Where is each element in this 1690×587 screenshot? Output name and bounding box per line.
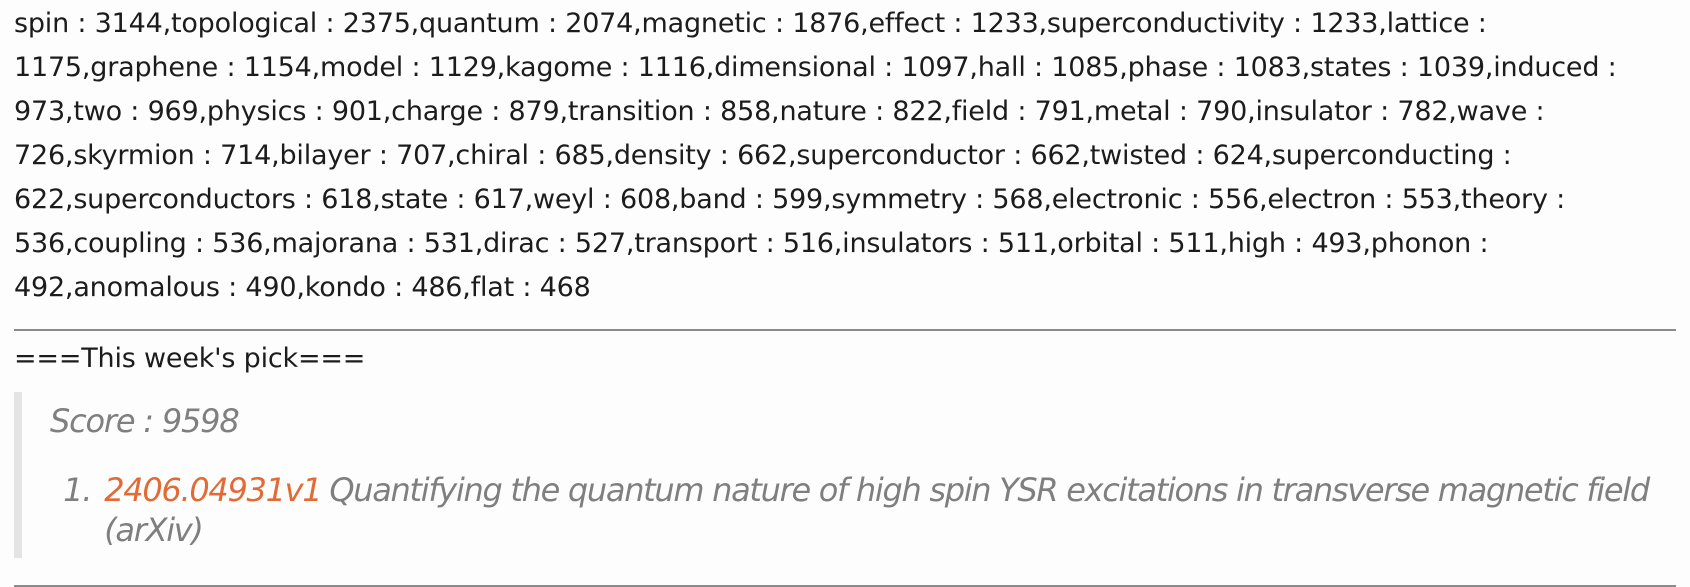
pick-score: Score : 9598 [50,402,240,440]
weekly-pick-quote: Score : 9598 1. 2406.04931v1 Quantifying … [14,392,1676,558]
word-frequency-list: spin : 3144,topological : 2375,quantum :… [14,8,1617,303]
paper-title: Quantifying the quantum nature of high s… [104,471,1650,549]
weekly-pick-heading: ===This week's pick=== [14,343,366,374]
divider-top [14,329,1676,331]
pick-list-item: 1. 2406.04931v1 Quantifying the quantum n… [50,470,1676,550]
pick-item-number: 1. [63,471,92,509]
arxiv-id-link[interactable]: 2406.04931v1 [104,471,322,509]
pick-list: 1. 2406.04931v1 Quantifying the quantum n… [50,444,1676,558]
